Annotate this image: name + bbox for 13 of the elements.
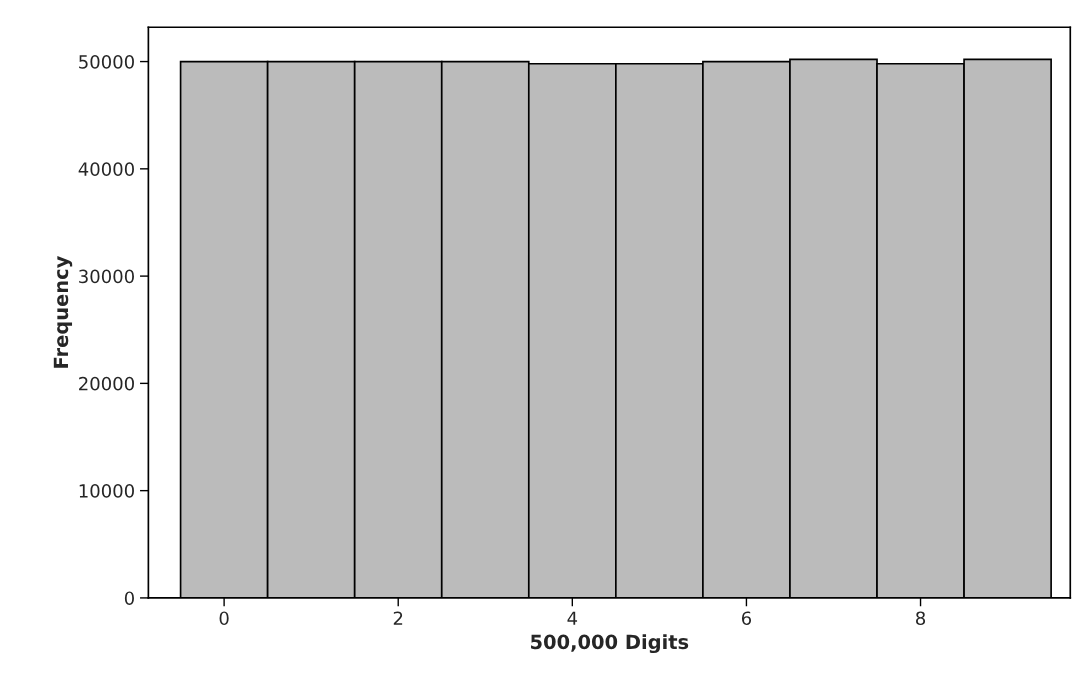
y-tick-label: 0 bbox=[124, 591, 134, 606]
y-tick-label: 20000 bbox=[79, 376, 134, 391]
y-tick-label: 10000 bbox=[79, 484, 134, 498]
x-tick-label: 2 bbox=[393, 611, 403, 625]
x-tick-label: 8 bbox=[916, 611, 926, 626]
y-tick-label: 30000 bbox=[79, 269, 134, 284]
x-axis-title: 500,000 Digits bbox=[531, 634, 689, 654]
x-tick-label: 4 bbox=[567, 611, 578, 625]
x-tick-label: 6 bbox=[741, 611, 752, 626]
y-tick-label: 50000 bbox=[79, 55, 134, 69]
y-tick-label: 40000 bbox=[78, 162, 134, 176]
x-tick-label: 0 bbox=[219, 611, 229, 626]
y-axis-title: Frequency bbox=[53, 256, 73, 368]
